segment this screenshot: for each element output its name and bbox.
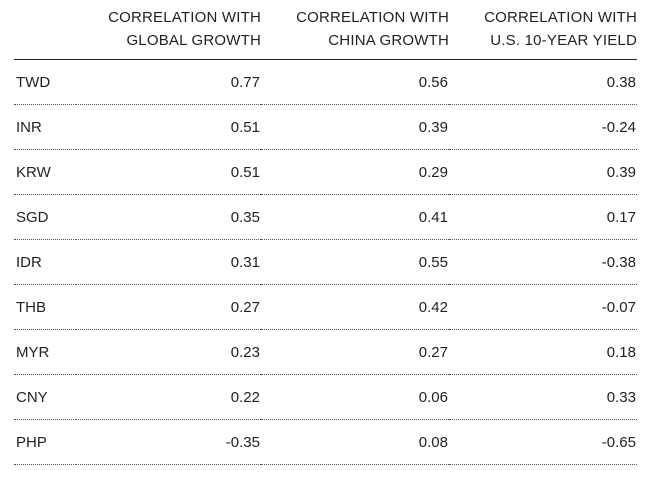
us-10y-yield-cell: -0.24 [449, 104, 637, 150]
global-growth-cell: -0.35 [76, 419, 261, 465]
china-growth-cell: 0.08 [261, 419, 449, 465]
us-10y-yield-cell: 0.38 [449, 59, 637, 105]
header-us-10y-yield: CORRELATION WITH U.S. 10-YEAR YIELD [449, 6, 637, 60]
header-china-growth: CORRELATION WITH CHINA GROWTH [261, 6, 449, 60]
header-global-growth-line2: GLOBAL GROWTH [126, 32, 261, 49]
header-global-growth: CORRELATION WITH GLOBAL GROWTH [76, 6, 261, 60]
us-10y-yield-cell: 0.39 [449, 149, 637, 195]
header-us-10y-yield-line1: CORRELATION WITH [484, 9, 637, 26]
global-growth-cell: 0.51 [76, 104, 261, 150]
header-row: CORRELATION WITH GLOBAL GROWTH CORRELATI… [14, 6, 637, 60]
china-growth-cell: 0.41 [261, 194, 449, 240]
table-row: INR 0.51 0.39 -0.24 [14, 104, 637, 150]
global-growth-cell: 0.27 [76, 284, 261, 330]
currency-cell: SGD [14, 194, 76, 240]
us-10y-yield-cell: -0.65 [449, 419, 637, 465]
header-currency [14, 6, 76, 60]
us-10y-yield-cell: 0.18 [449, 329, 637, 375]
china-growth-cell: 0.06 [261, 374, 449, 420]
us-10y-yield-cell: 0.33 [449, 374, 637, 420]
currency-cell: TWD [14, 59, 76, 105]
table-row: SGD 0.35 0.41 0.17 [14, 194, 637, 240]
currency-cell: IDR [14, 239, 76, 285]
us-10y-yield-cell: -0.07 [449, 284, 637, 330]
table-row: CNY 0.22 0.06 0.33 [14, 374, 637, 420]
china-growth-cell: 0.56 [261, 59, 449, 105]
currency-cell: THB [14, 284, 76, 330]
table-row: MYR 0.23 0.27 0.18 [14, 329, 637, 375]
header-global-growth-line1: CORRELATION WITH [108, 9, 261, 26]
china-growth-cell: 0.42 [261, 284, 449, 330]
global-growth-cell: 0.23 [76, 329, 261, 375]
currency-cell: INR [14, 104, 76, 150]
table-row: KRW 0.51 0.29 0.39 [14, 149, 637, 195]
china-growth-cell: 0.27 [261, 329, 449, 375]
currency-cell: PHP [14, 419, 76, 465]
table-row: PHP -0.35 0.08 -0.65 [14, 419, 637, 465]
table-body: TWD 0.77 0.56 0.38 INR 0.51 0.39 -0.24 K… [14, 59, 637, 465]
global-growth-cell: 0.51 [76, 149, 261, 195]
currency-cell: CNY [14, 374, 76, 420]
global-growth-cell: 0.35 [76, 194, 261, 240]
global-growth-cell: 0.22 [76, 374, 261, 420]
currency-cell: MYR [14, 329, 76, 375]
china-growth-cell: 0.39 [261, 104, 449, 150]
table-row: TWD 0.77 0.56 0.38 [14, 59, 637, 105]
us-10y-yield-cell: -0.38 [449, 239, 637, 285]
header-china-growth-line1: CORRELATION WITH [296, 9, 449, 26]
global-growth-cell: 0.77 [76, 59, 261, 105]
table-row: THB 0.27 0.42 -0.07 [14, 284, 637, 330]
global-growth-cell: 0.31 [76, 239, 261, 285]
correlation-table: CORRELATION WITH GLOBAL GROWTH CORRELATI… [14, 6, 637, 465]
us-10y-yield-cell: 0.17 [449, 194, 637, 240]
china-growth-cell: 0.55 [261, 239, 449, 285]
table-row: IDR 0.31 0.55 -0.38 [14, 239, 637, 285]
header-china-growth-line2: CHINA GROWTH [328, 32, 449, 49]
china-growth-cell: 0.29 [261, 149, 449, 195]
table-header: CORRELATION WITH GLOBAL GROWTH CORRELATI… [14, 6, 637, 60]
header-us-10y-yield-line2: U.S. 10-YEAR YIELD [490, 32, 637, 49]
currency-cell: KRW [14, 149, 76, 195]
